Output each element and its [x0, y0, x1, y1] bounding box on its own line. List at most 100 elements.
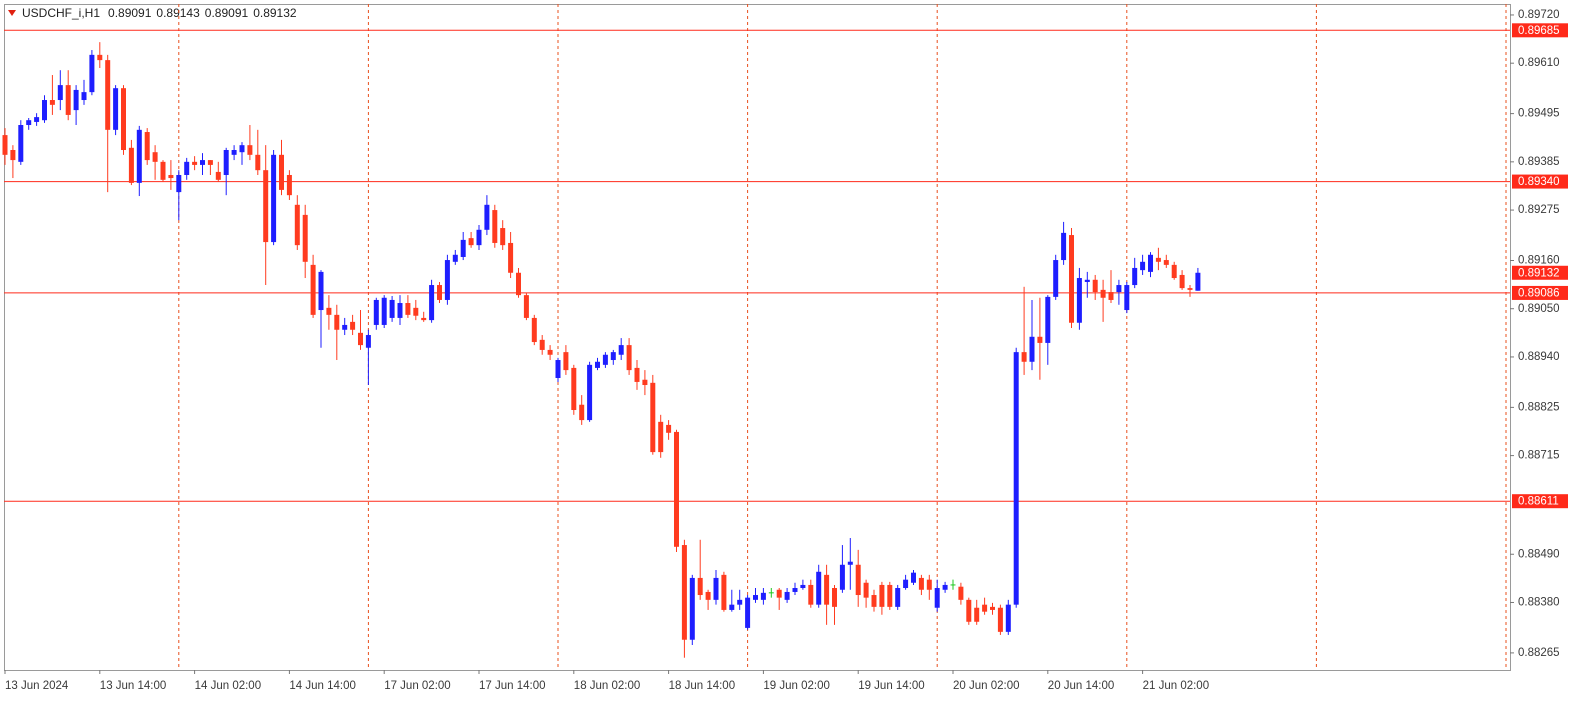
candle-body — [1053, 260, 1059, 297]
candle-body — [1163, 260, 1169, 265]
candle-body — [484, 204, 490, 230]
y-tick-label: 0.89495 — [1518, 108, 1560, 120]
candle-body — [587, 364, 593, 421]
candle-body — [1124, 285, 1130, 311]
candle-body — [879, 584, 885, 607]
candle-body — [918, 577, 924, 590]
candle-body — [666, 424, 672, 433]
candle-body — [753, 595, 758, 600]
candle-body — [97, 54, 103, 61]
x-tick-label: 20 Jun 02:00 — [953, 680, 1020, 692]
y-tick-label: 0.88715 — [1518, 450, 1560, 462]
candle-body — [847, 561, 853, 565]
candle-body — [113, 88, 119, 130]
candle-body — [26, 120, 32, 126]
candle-body — [200, 160, 205, 165]
candle-body — [689, 577, 695, 640]
candle-body — [476, 229, 482, 246]
chart-header: USDCHF_i,H1 0.89091 0.89143 0.89091 0.89132 — [22, 6, 297, 20]
candle-body — [1045, 296, 1051, 343]
y-tick-label: 0.89720 — [1518, 9, 1560, 21]
candle-body — [381, 297, 387, 325]
candle-body — [737, 599, 743, 605]
candle-body — [460, 239, 466, 257]
level-label: 0.89685 — [1518, 25, 1560, 37]
candle-body — [800, 584, 806, 589]
candle-body — [650, 382, 656, 453]
candle-body — [342, 324, 348, 330]
candle-body — [523, 295, 529, 318]
plot-frame — [4, 4, 1511, 671]
last-price-label: 0.89132 — [1518, 267, 1560, 279]
candle-body — [239, 145, 245, 153]
candle-body — [547, 349, 553, 355]
candle-body — [1076, 278, 1082, 323]
header-close: 0.89132 — [253, 6, 297, 20]
candle-body — [697, 577, 703, 596]
candle-body — [1132, 267, 1138, 286]
y-tick-label: 0.89275 — [1518, 204, 1560, 216]
candle-body — [745, 597, 751, 628]
candle-body — [1171, 264, 1177, 279]
candle-body — [121, 88, 126, 151]
x-tick-label: 18 Jun 02:00 — [574, 680, 641, 692]
header-low: 0.89091 — [205, 6, 249, 20]
chart-title: USDCHF_i,H1 — [22, 6, 100, 20]
candle-body — [634, 367, 640, 382]
candle-body — [10, 150, 16, 161]
x-tick-label: 20 Jun 14:00 — [1048, 680, 1115, 692]
candle-body — [437, 285, 442, 300]
candle-body — [958, 586, 964, 600]
candle-body — [1148, 254, 1153, 272]
candle-body — [294, 204, 300, 246]
candle-body — [1069, 235, 1074, 323]
candle-body — [1092, 279, 1098, 293]
candle-body — [1084, 279, 1090, 282]
x-tick-label: 18 Jun 14:00 — [669, 680, 736, 692]
level-label: 0.89086 — [1518, 287, 1560, 299]
candle-body — [389, 299, 395, 318]
level-label: 0.89340 — [1518, 176, 1560, 188]
y-tick-label: 0.88825 — [1518, 401, 1560, 413]
candle-body — [89, 54, 95, 93]
candle-body — [942, 584, 948, 590]
candle-body — [231, 150, 237, 155]
candle-body — [508, 242, 514, 273]
candle-body — [626, 345, 632, 371]
candle-body — [49, 100, 55, 105]
last-price-box — [1512, 265, 1568, 280]
x-tick-label: 17 Jun 14:00 — [479, 680, 546, 692]
candle-body — [42, 100, 47, 121]
candle-body — [602, 354, 608, 365]
candle-body — [397, 303, 403, 318]
candle-body — [365, 335, 371, 348]
candle-body — [610, 352, 616, 361]
candle-body — [1061, 232, 1067, 261]
candle-body — [595, 361, 600, 368]
candle-body — [468, 238, 474, 246]
candle-body — [128, 147, 134, 183]
candle-body — [563, 352, 569, 371]
candle-body — [618, 345, 624, 355]
candle-body — [279, 154, 284, 190]
level-box — [1512, 174, 1568, 189]
candle-body — [168, 174, 174, 179]
candle-body — [373, 299, 379, 325]
candle-body — [887, 584, 893, 607]
header-high: 0.89143 — [156, 6, 200, 20]
candle-body — [674, 431, 679, 547]
candle-body — [1195, 272, 1201, 291]
candle-body — [81, 92, 87, 101]
x-tick-label: 19 Jun 14:00 — [858, 680, 925, 692]
candle-body — [824, 574, 830, 605]
y-tick-label: 0.89160 — [1518, 255, 1560, 267]
candle-body — [539, 339, 545, 350]
x-tick-label: 14 Jun 14:00 — [289, 680, 356, 692]
candle-body — [429, 285, 435, 321]
candle-body — [1155, 257, 1161, 262]
menu-arrow[interactable] — [8, 10, 16, 16]
y-tick-label: 0.88380 — [1518, 597, 1560, 609]
candle-body — [974, 607, 980, 622]
x-tick-label: 13 Jun 14:00 — [100, 680, 167, 692]
